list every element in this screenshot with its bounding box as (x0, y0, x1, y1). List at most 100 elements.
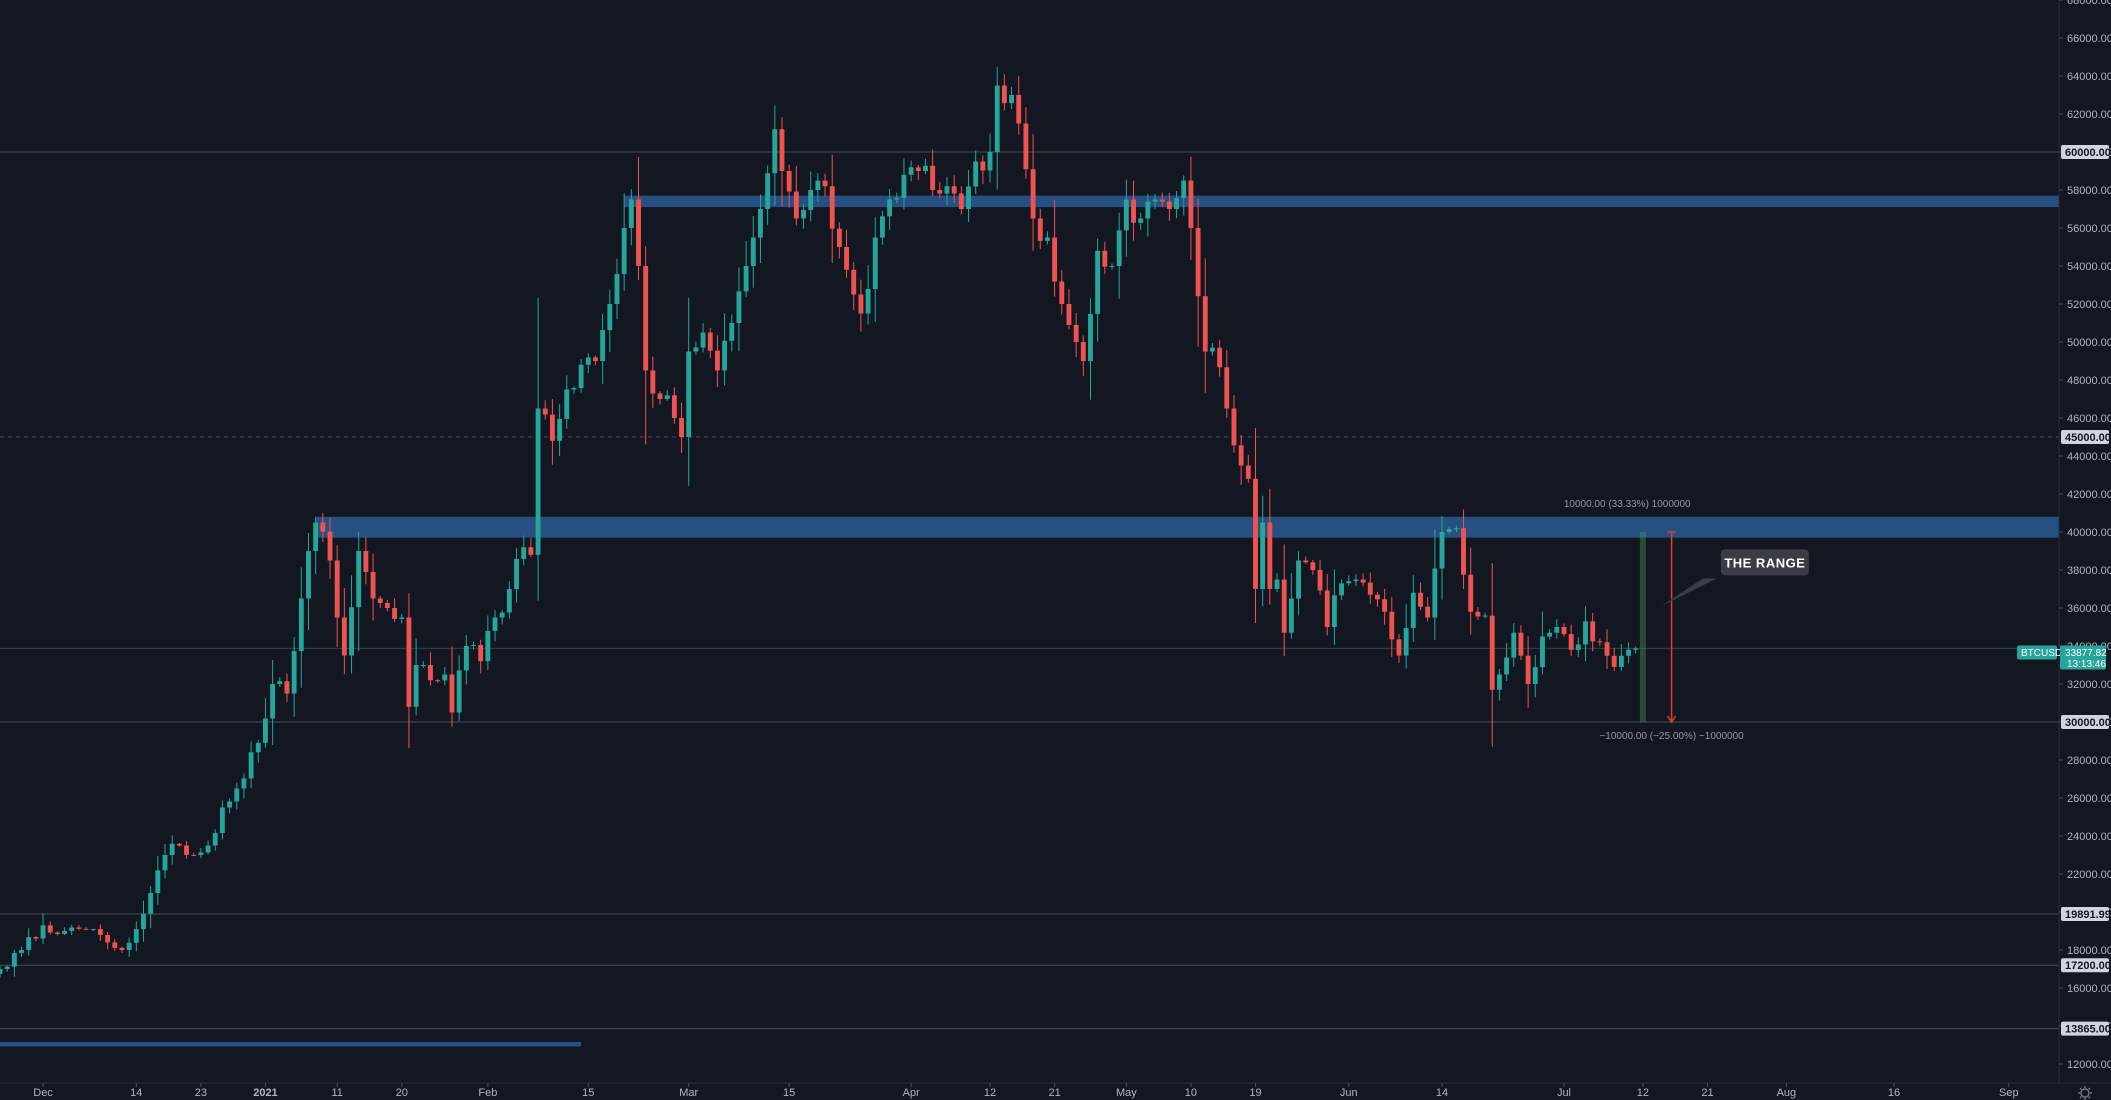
candle-body (320, 522, 326, 532)
settings-icon[interactable] (2078, 1086, 2092, 1100)
candle-body (908, 167, 914, 175)
candle-body (1346, 581, 1352, 584)
candle-body (915, 167, 921, 171)
candle-body (1202, 296, 1208, 352)
candle-body (1059, 281, 1065, 304)
candle-body (69, 927, 75, 931)
candle-body (671, 395, 677, 418)
candle-body (1525, 655, 1531, 684)
candle-body (1540, 636, 1545, 668)
y-tick-label: 66000.00 (2067, 33, 2111, 45)
candle-body (471, 644, 476, 646)
y-tick-label: 46000.00 (2067, 413, 2111, 425)
candle-body (1080, 342, 1086, 361)
range-tool[interactable]: 10000.00 (33.33%) 1000000 −10000.00 (−25.… (1564, 499, 1744, 742)
level-badge (2061, 958, 2109, 973)
candle-body (836, 228, 842, 247)
candle-body (97, 929, 103, 935)
candle-body (1583, 621, 1588, 645)
time-axis[interactable]: Dec 14 23 2021 11 20 Feb 15 Mar 15 Apr 12 21 May 10 19 J… (0, 1082, 2111, 1099)
candle-body (571, 387, 577, 390)
y-tick-label: 58000.00 (2067, 185, 2111, 197)
candle-body (887, 199, 893, 217)
candle-body (650, 370, 656, 394)
candle-body (1009, 95, 1015, 104)
candle-body (1231, 408, 1237, 446)
candle-body (614, 273, 620, 304)
candle-body (1618, 655, 1624, 667)
level-badge-text: 13865.00 (2065, 1024, 2111, 1036)
candle-body (76, 927, 82, 929)
y-tick-label: 22000.00 (2067, 869, 2111, 881)
candle-body (1152, 199, 1158, 202)
x-tick-label: 12 (1637, 1087, 1649, 1099)
candle-body (1453, 528, 1459, 530)
candle-body (1324, 590, 1330, 627)
candle-body (1331, 595, 1337, 627)
candle-body (1296, 560, 1301, 599)
candle-body (90, 929, 96, 931)
candle-body (923, 165, 928, 171)
x-tick-label: Jul (1557, 1087, 1571, 1099)
candle-body (1037, 218, 1043, 241)
y-tick-label: 56000.00 (2067, 223, 2111, 235)
candle-body (1626, 649, 1631, 656)
candle-body (815, 180, 821, 190)
candle-body (234, 788, 240, 802)
candle-body (1267, 522, 1273, 589)
candle-body (557, 418, 563, 441)
candle-body (406, 617, 412, 707)
y-tick-label: 64000.00 (2067, 71, 2111, 83)
x-tick-label: Feb (478, 1087, 497, 1099)
price-badge (2060, 645, 2106, 670)
candle-body (679, 418, 684, 437)
zones (0, 195, 2060, 1047)
level-badge-text: 30000.00 (2065, 717, 2111, 729)
x-tick-label: Aug (1777, 1087, 1797, 1099)
zone-rect (315, 516, 2059, 538)
candle-body (1353, 579, 1359, 582)
level-badge (2061, 715, 2109, 729)
last-price-text: 33877.82 (2065, 648, 2107, 659)
y-tick-label: 26000.00 (2067, 793, 2111, 805)
candle-body (636, 199, 641, 266)
range-down-arrow (1666, 715, 1677, 724)
candle-body (1504, 657, 1510, 675)
candle-body (1001, 85, 1007, 104)
countdown-text: 13:13:46 (2067, 659, 2106, 670)
candle-body (33, 937, 39, 939)
candle-body (83, 928, 89, 930)
candle-body (26, 937, 32, 950)
candle-body (865, 289, 871, 314)
candle-body (1532, 667, 1538, 684)
y-tick-label: 62000.00 (2067, 109, 2111, 121)
candle-body (1382, 599, 1388, 612)
candle-body (700, 332, 706, 348)
candle-body (4, 966, 10, 969)
candle-body (377, 598, 383, 604)
price-axis[interactable]: 12000.0014000.0016000.0018000.0020000.00… (2058, 0, 2111, 1083)
candle-body (1210, 347, 1215, 352)
candle-body (169, 843, 175, 855)
candle-body (966, 186, 971, 209)
candle-body (1489, 615, 1495, 690)
candle-body (664, 395, 670, 399)
candle-body (772, 129, 778, 174)
y-tick-label: 42000.00 (2067, 489, 2111, 501)
candle-body (1604, 642, 1610, 656)
candle-body (944, 186, 950, 194)
candle-body (786, 171, 792, 192)
level-badge (2061, 907, 2109, 922)
candle-body (449, 674, 455, 713)
zone-rect (624, 195, 2060, 208)
candle-body (879, 216, 885, 238)
candle-body (54, 932, 60, 934)
candle-body (628, 199, 634, 228)
candle-body (1073, 324, 1079, 342)
candle-body (298, 598, 304, 652)
candle-body (399, 617, 405, 619)
candle-body (1188, 180, 1194, 228)
candle-body (1439, 532, 1445, 569)
x-tick-label: 21 (1048, 1087, 1060, 1099)
